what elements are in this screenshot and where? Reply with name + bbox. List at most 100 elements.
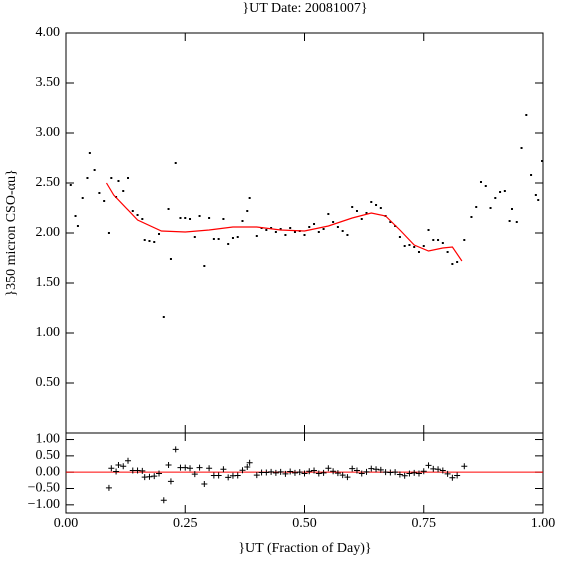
data-point	[203, 265, 206, 267]
residual-point	[272, 469, 279, 476]
y-tick-label: −1.00	[28, 497, 60, 512]
data-point	[136, 214, 139, 216]
data-point	[76, 225, 79, 227]
y-tick-label: 1.50	[36, 275, 61, 290]
data-point	[375, 204, 378, 206]
data-point	[127, 177, 130, 179]
data-point	[193, 236, 196, 238]
data-point	[107, 232, 110, 234]
data-point	[341, 230, 344, 232]
data-point	[184, 217, 187, 219]
residual-point	[115, 462, 122, 468]
y-axis-label: }350 micron CSO-αu}	[4, 169, 19, 296]
residual-point	[449, 474, 456, 481]
data-point	[284, 234, 287, 236]
data-point	[158, 233, 161, 235]
residual-point	[425, 462, 432, 469]
data-point	[322, 228, 325, 230]
residual-point	[156, 470, 163, 477]
residual-point	[191, 471, 198, 478]
x-tick-label: 0.25	[173, 516, 198, 531]
residual-point	[301, 470, 308, 477]
data-point	[508, 220, 511, 222]
residual-point	[363, 468, 370, 475]
data-point	[212, 238, 215, 240]
data-point	[510, 208, 513, 210]
x-tick-label: 0.00	[54, 516, 79, 531]
data-point	[217, 238, 220, 240]
data-point	[222, 218, 225, 220]
data-point	[162, 316, 165, 318]
y-tick-label: 4.00	[36, 25, 61, 40]
residual-point	[320, 469, 327, 476]
data-point	[355, 210, 358, 212]
residual-point	[377, 466, 384, 473]
data-point	[141, 218, 144, 220]
data-point	[293, 231, 296, 233]
data-point	[270, 227, 273, 229]
data-point	[143, 239, 146, 241]
data-point	[336, 226, 339, 228]
data-point	[484, 185, 487, 187]
data-point	[327, 213, 330, 215]
data-point	[289, 227, 292, 229]
data-point	[370, 201, 373, 203]
data-point	[81, 197, 84, 199]
residual-point	[220, 466, 227, 473]
data-point	[122, 190, 125, 192]
data-point	[103, 200, 106, 202]
data-point	[515, 221, 518, 223]
data-point	[417, 251, 420, 253]
residual-point	[172, 446, 179, 453]
residual-point	[325, 465, 332, 472]
data-point	[520, 147, 523, 149]
residual-point	[415, 470, 422, 477]
fit-line	[105, 182, 463, 262]
residual-point	[196, 464, 203, 471]
data-point	[236, 236, 239, 238]
residual-point	[339, 472, 346, 479]
residual-point	[225, 474, 232, 481]
residual-point	[291, 469, 298, 476]
data-point	[313, 223, 316, 225]
data-point	[131, 210, 134, 212]
residual-point	[435, 466, 442, 473]
data-point	[265, 229, 268, 231]
data-point	[303, 234, 306, 236]
residual-point	[349, 465, 356, 472]
data-point	[422, 245, 425, 247]
data-point	[437, 239, 440, 241]
data-point	[413, 246, 416, 248]
data-point	[179, 217, 182, 219]
y-tick-label: 0.50	[36, 448, 61, 463]
y-tick-label: −0.50	[28, 481, 60, 496]
data-point	[110, 177, 113, 179]
residual-point	[358, 470, 365, 477]
residual-point	[113, 468, 120, 475]
data-point	[463, 239, 466, 241]
residual-point	[151, 473, 158, 480]
data-point	[494, 197, 497, 199]
residual-point	[373, 466, 380, 473]
residual-point	[108, 465, 115, 472]
data-point	[537, 199, 540, 201]
y-tick-label: 2.00	[36, 225, 61, 240]
data-point	[365, 212, 368, 214]
data-point	[148, 240, 151, 242]
residual-point	[396, 471, 403, 478]
chart-title: }UT Date: 20081007}	[242, 1, 367, 16]
data-point	[198, 215, 201, 217]
data-point	[346, 234, 349, 236]
x-tick-label: 0.75	[412, 516, 437, 531]
residual-point	[182, 464, 189, 471]
residual-point	[120, 463, 127, 470]
residual-point	[330, 468, 337, 475]
residual-point	[392, 469, 399, 476]
y-tick-label: 2.50	[36, 175, 61, 190]
data-point	[389, 221, 392, 223]
x-axis-label: }UT (Fraction of Day)}	[238, 541, 371, 556]
residual-point	[167, 478, 174, 485]
residual-point	[277, 468, 284, 475]
residual-point	[411, 469, 418, 476]
